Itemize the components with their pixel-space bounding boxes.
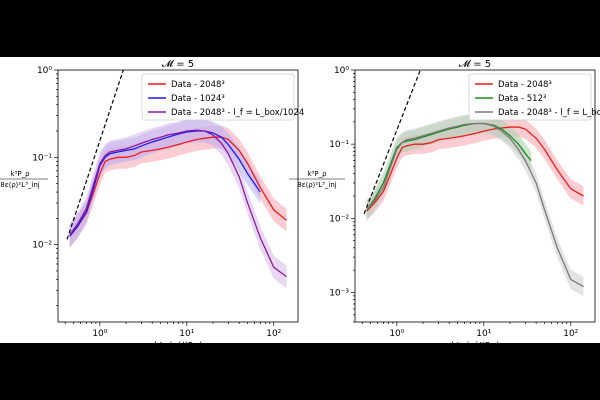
y-axis-label-numerator: k³P_ρ <box>10 170 30 178</box>
legend: Data - 2048³ Data - 512³ Data - 2048³ - l_… <box>468 73 600 121</box>
legend: Data - 2048³ Data - 1024³ Data - 2048³ - l… <box>141 73 304 121</box>
x-tick-label: 10⁰ <box>92 329 107 339</box>
y-tick-label: 10⁻² <box>32 241 52 251</box>
legend-box <box>468 73 592 121</box>
legend-label-3: Data - 2048³ - l_f = L_box/512 <box>498 108 600 118</box>
series-band-3 <box>366 113 584 297</box>
reference-slope-line <box>66 70 124 240</box>
legend-box <box>141 73 295 121</box>
y-axis-label-denominator: 8ε⟨ρ⟩²L³_inj <box>297 181 337 189</box>
series-line-1 <box>366 126 584 212</box>
y-tick-label: 10⁰ <box>334 66 349 76</box>
x-tick-label: 10² <box>266 329 281 339</box>
y-axis-label-numerator: k³P_ρ <box>307 170 327 178</box>
legend-label-2: Data - 512³ <box>498 94 546 104</box>
x-tick-label: 10⁰ <box>389 329 404 339</box>
legend-label-1: Data - 2048³ <box>171 80 225 90</box>
x-tick-label: 10² <box>563 329 578 339</box>
chart-title: 𝓜 = 5 <box>459 59 491 70</box>
figure: 10⁰ 10¹ 10² 10⁻² 10⁻¹ 10⁰ 𝓜 = 5 kL_inj/(2π) k³P_… <box>0 57 600 343</box>
x-axis-label: kL_inj/(2π) <box>153 341 202 343</box>
chart-canvas: 10⁰ 10¹ 10² 10⁻² 10⁻¹ 10⁰ 𝓜 = 5 kL_inj/(2π) k³P_… <box>0 59 600 343</box>
x-tick-label: 10¹ <box>476 329 491 339</box>
series-line-1 <box>69 136 287 237</box>
legend-label-2: Data - 1024³ <box>171 94 225 104</box>
series-line-3 <box>366 122 584 288</box>
axes-frame <box>57 69 299 323</box>
chart-panel-1: 10⁰ 10¹ 10² 10⁻² 10⁻¹ 10⁰ 𝓜 = 5 kL_inj/(2π) k³P_… <box>0 59 304 343</box>
legend-label-1: Data - 2048³ <box>498 80 552 90</box>
plot-area <box>66 70 287 289</box>
y-tick-label: 10⁻² <box>329 214 349 224</box>
y-tick-label: 10⁰ <box>37 66 52 76</box>
series-line-3 <box>69 129 287 278</box>
x-tick-label: 10¹ <box>179 329 194 339</box>
y-tick-label: 10⁻³ <box>329 288 349 298</box>
chart-title: 𝓜 = 5 <box>162 59 194 70</box>
plot-area <box>363 70 584 297</box>
y-tick-label: 10⁻¹ <box>329 140 349 150</box>
legend-label-3: Data - 2048³ - l_f = L_box/1024 <box>171 108 304 118</box>
y-tick-label: 10⁻¹ <box>32 153 52 163</box>
series-line-2 <box>366 122 532 211</box>
chart-panel-2: 10⁰ 10¹ 10² 10⁻³ 10⁻² 10⁻¹ 10⁰ 𝓜 = 5 kL_inj/(2π)… <box>289 59 600 343</box>
y-axis-label-denominator: 8ε⟨ρ⟩²L³_inj <box>0 181 40 189</box>
series-line-2 <box>69 130 261 237</box>
reference-slope-line <box>363 70 421 215</box>
x-axis-label: kL_inj/(2π) <box>450 341 499 343</box>
